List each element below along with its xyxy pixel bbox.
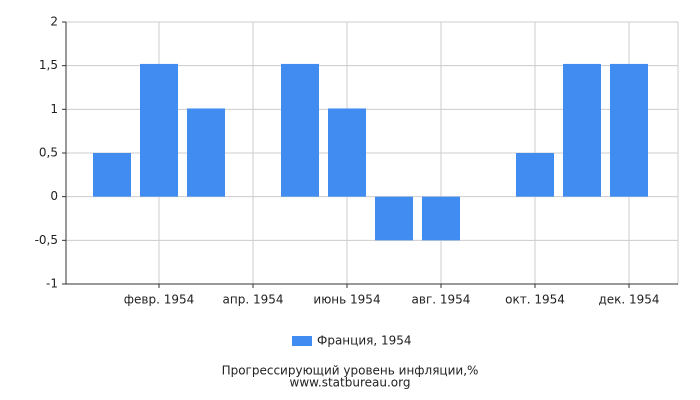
bar bbox=[516, 153, 554, 197]
bar bbox=[187, 108, 225, 197]
y-tick-label: 0,5 bbox=[39, 146, 58, 160]
x-tick-label: февр. 1954 bbox=[124, 293, 195, 307]
x-tick-label: дек. 1954 bbox=[598, 293, 659, 307]
y-tick-label: 0 bbox=[50, 189, 58, 203]
x-tick-label: окт. 1954 bbox=[505, 293, 565, 307]
y-tick-label: 2 bbox=[50, 15, 58, 29]
legend-label: Франция, 1954 bbox=[317, 334, 412, 348]
y-tick-label: 1,5 bbox=[39, 58, 58, 72]
bar bbox=[563, 63, 601, 197]
bar bbox=[328, 108, 366, 197]
bar bbox=[93, 153, 131, 197]
bar bbox=[281, 63, 319, 197]
y-tick-label: 1 bbox=[50, 102, 58, 116]
x-tick-label: авг. 1954 bbox=[412, 293, 471, 307]
bar bbox=[610, 63, 648, 197]
x-tick-label: апр. 1954 bbox=[223, 293, 284, 307]
bar bbox=[140, 63, 178, 197]
bar bbox=[375, 196, 413, 241]
footer-url: www.statbureau.org bbox=[290, 376, 411, 390]
footer-title: Прогрессирующий уровень инфляции,% bbox=[222, 364, 479, 378]
y-tick-label: -0,5 bbox=[35, 233, 58, 247]
legend-swatch bbox=[292, 336, 312, 346]
x-tick-label: июнь 1954 bbox=[313, 293, 380, 307]
bar bbox=[422, 196, 460, 241]
y-tick-label: -1 bbox=[46, 277, 58, 291]
